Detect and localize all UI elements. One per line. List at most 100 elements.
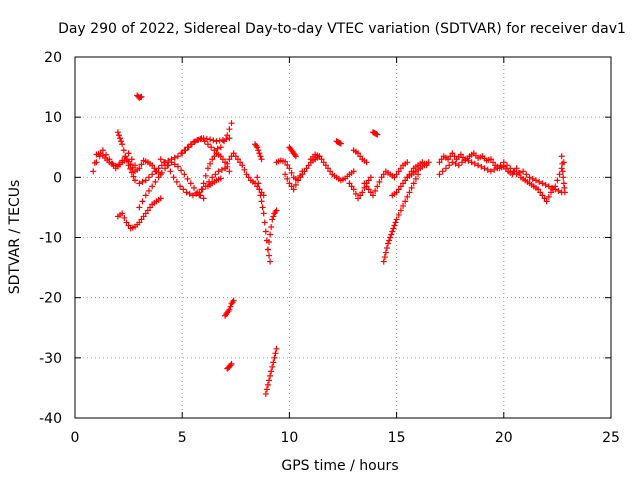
- data-point: [388, 231, 395, 238]
- data-point: [322, 162, 329, 169]
- data-point: [190, 184, 197, 191]
- data-point: [367, 189, 374, 196]
- data-point: [224, 132, 231, 139]
- data-point: [254, 174, 261, 181]
- data-point: [103, 151, 110, 158]
- data-point: [273, 207, 280, 214]
- data-point: [494, 165, 501, 172]
- data-point: [374, 131, 381, 138]
- data-point: [127, 165, 134, 172]
- data-point: [183, 189, 190, 196]
- data-point: [217, 153, 224, 160]
- data-point: [258, 198, 265, 205]
- data-point: [452, 160, 459, 167]
- data-point: [481, 165, 488, 172]
- data-point: [168, 159, 175, 166]
- data-point: [180, 186, 187, 193]
- data-point: [193, 190, 200, 197]
- data-point: [262, 228, 269, 235]
- data-point: [316, 153, 323, 160]
- data-point: [352, 190, 359, 197]
- data-point: [261, 219, 268, 226]
- data-point: [393, 189, 400, 196]
- data-point: [390, 225, 397, 232]
- data-point: [132, 162, 139, 169]
- data-point: [549, 184, 556, 191]
- data-point: [167, 168, 174, 175]
- data-point: [206, 178, 212, 185]
- data-point: [147, 204, 154, 211]
- data-point: [363, 183, 370, 190]
- data-point: [389, 228, 396, 235]
- data-point: [210, 137, 217, 144]
- data-point: [186, 190, 193, 197]
- data-point: [136, 219, 143, 226]
- data-point: [198, 186, 205, 193]
- data-point: [556, 171, 563, 178]
- data-point: [200, 195, 207, 202]
- y-tick-label: 20: [44, 50, 62, 66]
- data-point: [178, 167, 185, 174]
- data-point: [112, 165, 119, 172]
- data-point: [380, 258, 387, 265]
- data-point: [128, 156, 135, 163]
- data-point: [559, 168, 566, 175]
- data-point: [269, 363, 276, 370]
- data-point: [162, 165, 169, 172]
- data-point: [226, 135, 233, 142]
- data-point: [234, 156, 241, 163]
- data-point: [263, 386, 270, 393]
- data-point: [174, 153, 181, 160]
- data-point: [149, 183, 156, 190]
- data-point: [254, 183, 261, 190]
- data-point: [395, 211, 402, 218]
- data-point: [455, 162, 462, 169]
- data-point: [200, 180, 207, 187]
- data-point: [270, 213, 277, 220]
- data-point: [125, 150, 132, 157]
- data-point: [462, 156, 469, 163]
- data-point: [282, 158, 289, 165]
- data-point: [232, 153, 239, 160]
- data-point: [226, 306, 233, 313]
- data-point: [157, 156, 164, 163]
- data-point: [138, 216, 145, 223]
- data-point: [516, 169, 523, 176]
- x-tick-label: 0: [71, 430, 80, 446]
- x-tick-label: 15: [388, 430, 406, 446]
- data-point: [255, 180, 262, 187]
- data-point: [255, 147, 262, 154]
- data-point: [211, 147, 218, 154]
- data-point: [292, 153, 299, 160]
- data-point: [122, 153, 129, 160]
- data-point: [226, 156, 233, 163]
- data-point: [393, 171, 400, 178]
- data-point: [395, 186, 402, 193]
- data-point: [269, 216, 276, 223]
- data-point: [142, 177, 149, 184]
- data-point: [171, 161, 178, 168]
- data-point: [212, 171, 219, 178]
- data-point: [378, 174, 385, 181]
- data-point: [484, 166, 491, 173]
- data-point: [305, 162, 312, 169]
- y-tick-label: -20: [39, 291, 62, 307]
- data-point: [381, 254, 388, 261]
- data-point: [204, 165, 211, 172]
- data-point: [260, 210, 267, 217]
- data-point: [239, 162, 246, 169]
- data-point: [115, 161, 122, 168]
- data-point: [520, 168, 527, 175]
- tick-layer: 0 5 10 15 20 25 -40 -30 -20 -10 0 10 20: [39, 50, 620, 446]
- x-tick-label: 20: [495, 430, 513, 446]
- data-point: [228, 120, 235, 127]
- data-point: [226, 168, 233, 175]
- data-point: [217, 144, 224, 151]
- data-point: [228, 360, 235, 367]
- data-point: [350, 186, 357, 193]
- data-point: [449, 150, 456, 157]
- data-point: [402, 177, 409, 184]
- data-point: [256, 150, 263, 157]
